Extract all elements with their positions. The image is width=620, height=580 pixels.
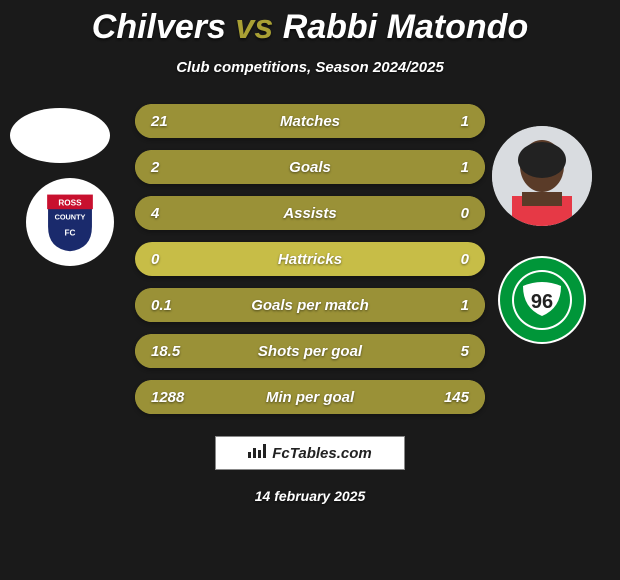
player2-avatar [492,126,592,226]
subtitle: Club competitions, Season 2024/2025 [0,59,620,76]
date-label: 14 february 2025 [0,488,620,504]
stat-value-right: 1 [425,159,485,176]
stat-label: Shots per goal [195,343,425,360]
stat-value-left: 1288 [135,389,195,406]
stat-row: 0Hattricks0 [135,242,485,276]
stat-value-right: 1 [425,113,485,130]
svg-text:COUNTY: COUNTY [55,212,86,221]
stat-row: 0.1Goals per match1 [135,288,485,322]
stat-value-left: 0.1 [135,297,195,314]
svg-text:96: 96 [531,291,553,313]
brand-logo: FcTables.com [215,436,405,470]
stat-value-right: 0 [425,251,485,268]
stat-value-right: 0 [425,205,485,222]
stat-value-left: 2 [135,159,195,176]
stats-container: 21Matches12Goals14Assists00Hattricks00.1… [135,104,485,414]
stat-row: 4Assists0 [135,196,485,230]
stat-row: 2Goals1 [135,150,485,184]
svg-text:ROSS: ROSS [58,199,82,208]
stat-value-left: 0 [135,251,195,268]
vs-label: vs [235,8,273,46]
stat-value-left: 4 [135,205,195,222]
stat-value-left: 18.5 [135,343,195,360]
stat-value-right: 1 [425,297,485,314]
stat-label: Goals [195,159,425,176]
player2-name: Rabbi Matondo [283,8,529,46]
chart-icon [248,444,266,462]
stat-label: Assists [195,205,425,222]
brand-label: FcTables.com [272,445,371,462]
player1-avatar [10,108,110,163]
stat-label: Hattricks [195,251,425,268]
player1-name: Chilvers [92,8,226,46]
svg-text:FC: FC [65,229,76,238]
comparison-title: Chilvers vs Rabbi Matondo [0,0,620,47]
stat-label: Goals per match [195,297,425,314]
stat-row: 1288Min per goal145 [135,380,485,414]
stat-label: Matches [195,113,425,130]
stat-row: 18.5Shots per goal5 [135,334,485,368]
stat-row: 21Matches1 [135,104,485,138]
stat-value-right: 145 [425,389,485,406]
player2-club-badge: 96 [498,256,586,344]
stat-value-left: 21 [135,113,195,130]
stat-value-right: 5 [425,343,485,360]
stat-label: Min per goal [195,389,425,406]
player1-club-badge: ROSS COUNTY FC [26,178,114,266]
